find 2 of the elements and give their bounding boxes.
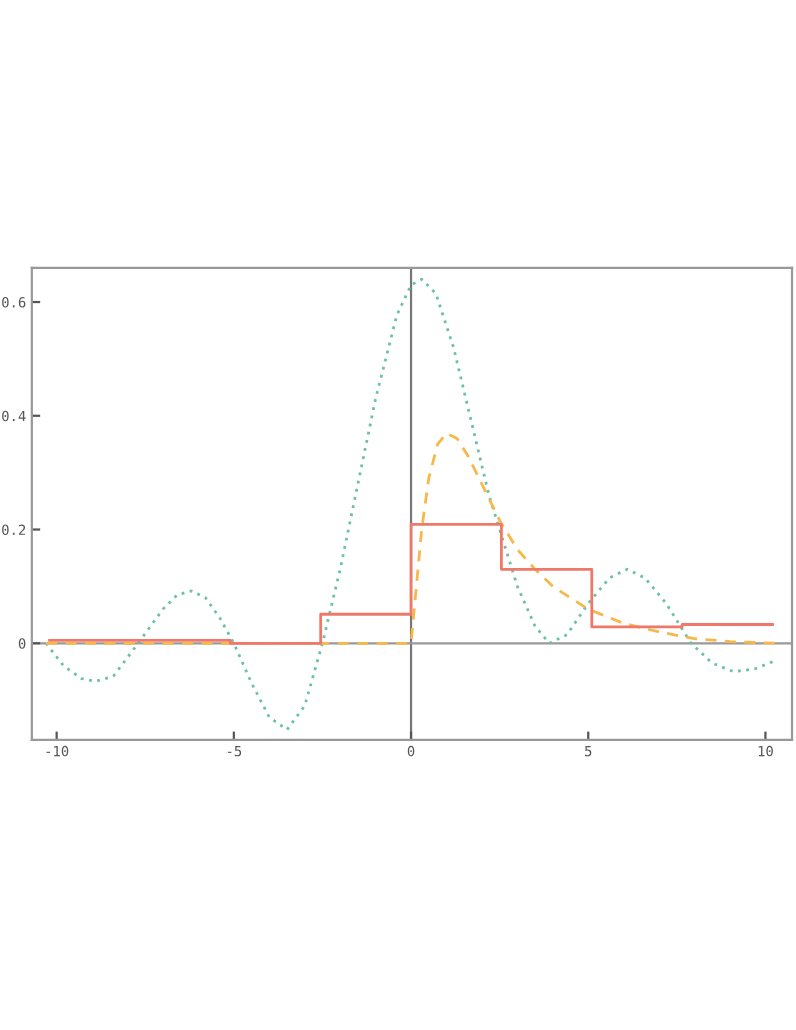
line-series <box>44 432 778 645</box>
line-series <box>44 277 778 732</box>
